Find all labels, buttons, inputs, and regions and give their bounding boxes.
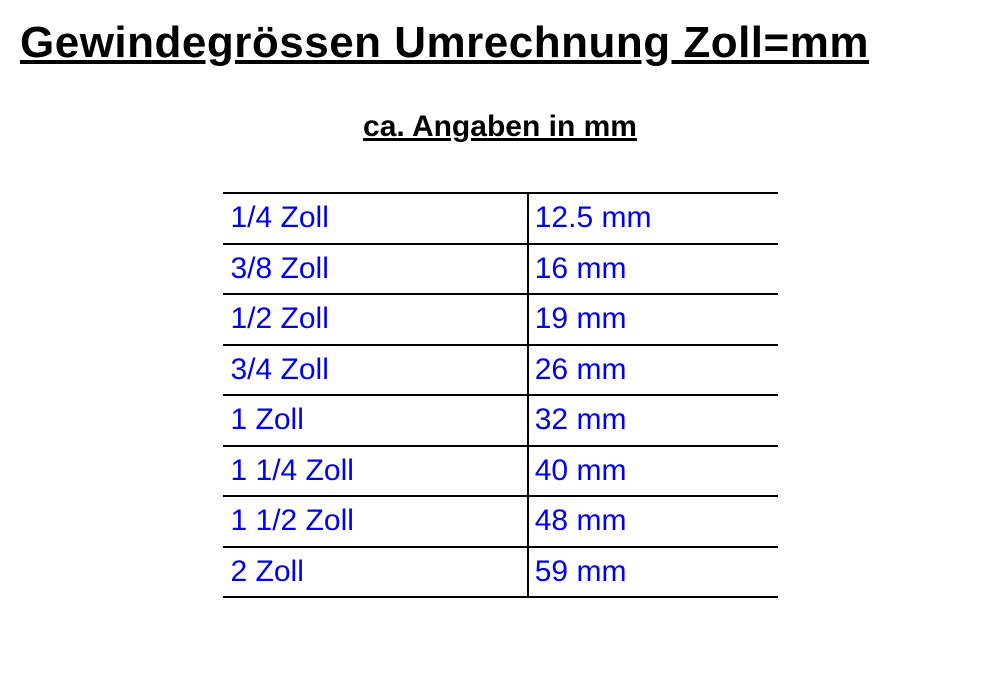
table-row: 1 1/2 Zoll 48 mm: [223, 496, 778, 547]
cell-zoll: 3/8 Zoll: [223, 244, 528, 295]
cell-zoll: 1/2 Zoll: [223, 294, 528, 345]
table-row: 1 Zoll 32 mm: [223, 395, 778, 446]
cell-zoll: 1/4 Zoll: [223, 193, 528, 244]
table-row: 3/8 Zoll 16 mm: [223, 244, 778, 295]
table-row: 1/2 Zoll 19 mm: [223, 294, 778, 345]
table-row: 1 1/4 Zoll 40 mm: [223, 446, 778, 497]
page: Gewindegrössen Umrechnung Zoll=mm ca. An…: [0, 0, 1000, 700]
cell-mm: 40 mm: [528, 446, 778, 497]
table-row: 1/4 Zoll 12.5 mm: [223, 193, 778, 244]
cell-zoll: 1 1/4 Zoll: [223, 446, 528, 497]
cell-mm: 12.5 mm: [528, 193, 778, 244]
cell-zoll: 3/4 Zoll: [223, 345, 528, 396]
cell-zoll: 1 1/2 Zoll: [223, 496, 528, 547]
cell-mm: 26 mm: [528, 345, 778, 396]
table-row: 2 Zoll 59 mm: [223, 547, 778, 598]
cell-mm: 19 mm: [528, 294, 778, 345]
table-row: 3/4 Zoll 26 mm: [223, 345, 778, 396]
cell-mm: 32 mm: [528, 395, 778, 446]
page-title: Gewindegrössen Umrechnung Zoll=mm: [0, 18, 1000, 68]
cell-mm: 59 mm: [528, 547, 778, 598]
cell-mm: 16 mm: [528, 244, 778, 295]
cell-zoll: 1 Zoll: [223, 395, 528, 446]
conversion-table: 1/4 Zoll 12.5 mm 3/8 Zoll 16 mm 1/2 Zoll…: [223, 192, 778, 598]
cell-mm: 48 mm: [528, 496, 778, 547]
cell-zoll: 2 Zoll: [223, 547, 528, 598]
page-subtitle: ca. Angaben in mm: [0, 110, 1000, 144]
table-container: 1/4 Zoll 12.5 mm 3/8 Zoll 16 mm 1/2 Zoll…: [0, 192, 1000, 598]
